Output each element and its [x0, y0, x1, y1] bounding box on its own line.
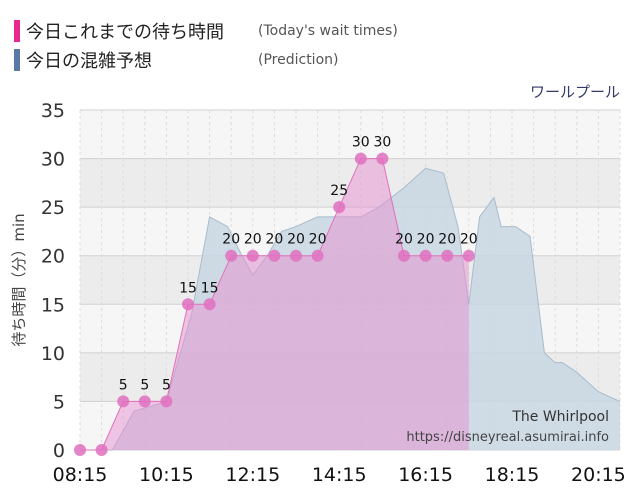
data-label: 20	[395, 232, 413, 248]
y-tick-label: 30	[41, 149, 65, 171]
x-axis-ticks: 08:15 10:15 12:15 14:15 16:15 18:15 20:15	[53, 464, 626, 486]
legend-actual: 今日これまでの待ち時間 (Today's wait times)	[14, 19, 398, 43]
data-label: 30	[352, 135, 370, 151]
data-point	[225, 249, 238, 262]
y-tick-label: 5	[53, 391, 65, 413]
data-point	[419, 249, 432, 262]
watermark-name: The Whirlpool	[511, 409, 609, 425]
legend-actual-swatch	[14, 20, 20, 42]
y-tick-label: 0	[53, 440, 65, 462]
data-point	[138, 395, 151, 408]
watermark-url: https://disneyreal.asumirai.info	[406, 430, 609, 445]
y-tick-label: 20	[41, 246, 65, 268]
y-tick-label: 35	[41, 100, 65, 122]
data-point	[311, 249, 324, 262]
data-point	[354, 152, 367, 165]
legend-predicted: 今日の混雑予想 (Prediction)	[14, 48, 338, 72]
data-label: 20	[287, 232, 305, 248]
legend-actual-label: 今日これまでの待ち時間	[26, 22, 224, 43]
data-label: 5	[162, 377, 171, 393]
data-label: 15	[179, 280, 197, 296]
data-label: 15	[201, 280, 219, 296]
data-label: 20	[222, 232, 240, 248]
x-tick-label: 12:15	[225, 464, 280, 486]
data-point	[117, 395, 130, 408]
data-point	[290, 249, 302, 262]
data-point	[182, 298, 194, 311]
data-label: 20	[265, 232, 283, 248]
x-tick-label: 16:15	[398, 464, 453, 486]
data-point	[268, 249, 281, 262]
data-point	[462, 249, 475, 262]
x-tick-label: 18:15	[485, 464, 540, 486]
y-axis-ticks: 0 5 10 15 20 25 30 35	[41, 100, 65, 462]
data-point	[398, 249, 410, 262]
data-point	[441, 249, 454, 262]
x-tick-label: 08:15	[53, 464, 108, 486]
x-tick-label: 20:15	[571, 464, 626, 486]
y-axis-label: 待ち時間（分）min	[10, 213, 28, 346]
data-label: 20	[244, 232, 262, 248]
x-tick-label: 10:15	[139, 464, 194, 486]
data-label: 25	[330, 183, 348, 199]
legend-predicted-swatch	[14, 49, 20, 71]
data-label: 20	[460, 232, 478, 248]
data-label: 5	[119, 377, 128, 393]
data-point	[376, 152, 389, 165]
data-label: 20	[309, 232, 327, 248]
data-point	[74, 444, 86, 456]
data-point	[246, 249, 259, 262]
plot-band	[80, 110, 620, 159]
data-label: 5	[140, 377, 149, 393]
data-point	[95, 444, 108, 456]
data-label: 20	[417, 232, 435, 248]
data-label: 30	[373, 135, 391, 151]
series-layer	[80, 158, 621, 451]
data-point	[203, 298, 216, 311]
data-point	[333, 201, 346, 214]
y-tick-label: 15	[41, 294, 65, 316]
legend-predicted-note: (Prediction)	[258, 52, 339, 68]
x-tick-label: 14:15	[312, 464, 367, 486]
chart-title: ワールプール	[530, 83, 620, 101]
legend-predicted-label: 今日の混雑予想	[26, 51, 152, 72]
y-tick-label: 10	[41, 343, 65, 365]
data-point	[160, 395, 173, 408]
data-label: 20	[438, 232, 456, 248]
series-actual-area	[80, 158, 469, 451]
y-tick-label: 25	[41, 197, 65, 219]
legend-actual-note: (Today's wait times)	[258, 23, 398, 39]
